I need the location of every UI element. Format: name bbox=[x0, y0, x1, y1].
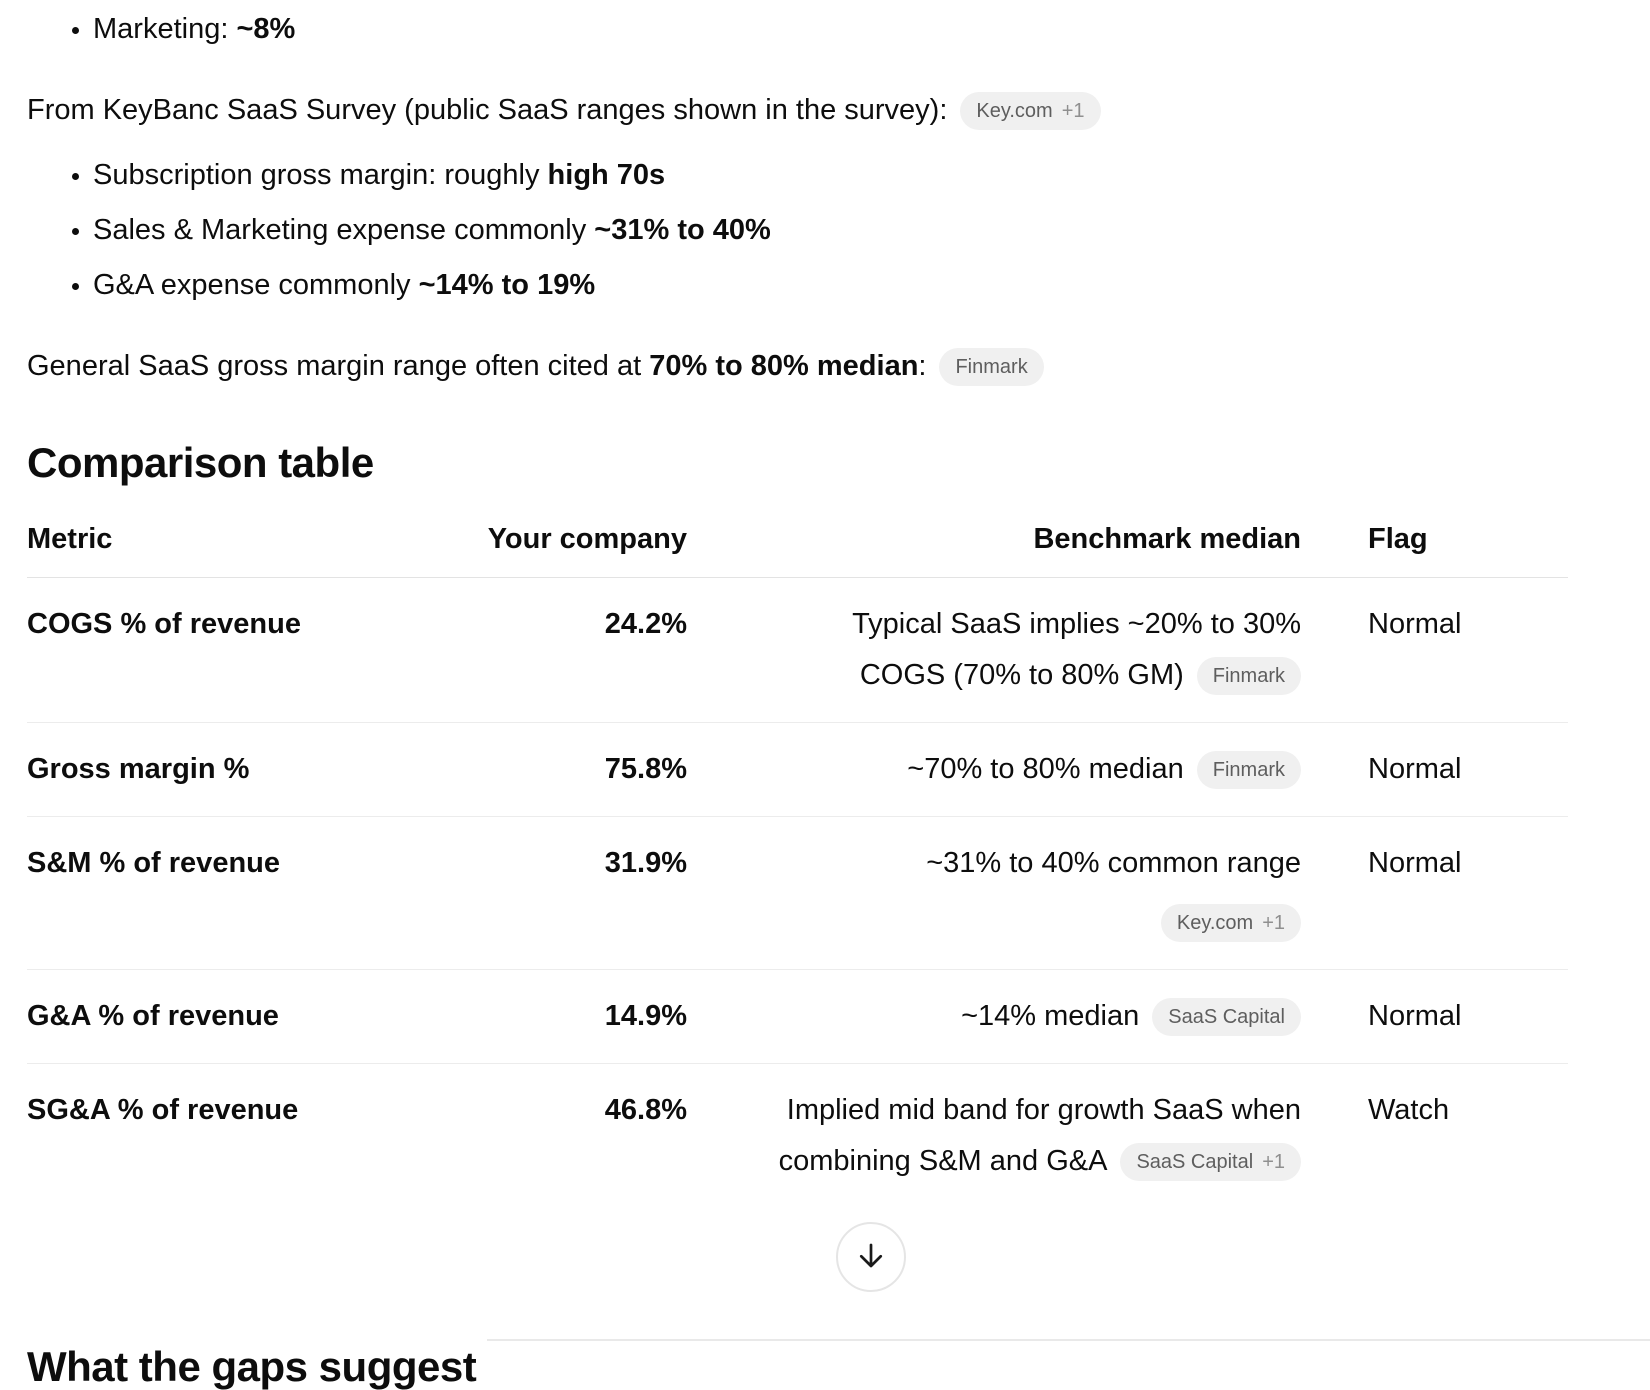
paragraph-text: General SaaS gross margin range often ci… bbox=[27, 350, 650, 382]
column-header-flag: Flag bbox=[1301, 514, 1568, 578]
company-value-cell: 46.8% bbox=[604, 1094, 687, 1126]
benchmark-cell: ~70% to 80% median Finmark bbox=[687, 722, 1301, 817]
bullet-value: ~31% to 40% bbox=[594, 214, 771, 246]
metric-cell: S&M % of revenue bbox=[27, 816, 427, 970]
citation-source: SaaS Capital bbox=[1168, 1006, 1285, 1029]
bullet-value: high 70s bbox=[547, 159, 666, 191]
assistant-message: Marketing: ~8% From KeyBanc SaaS Survey … bbox=[27, 0, 1568, 1208]
list-item: Sales & Marketing expense commonly ~31% … bbox=[93, 205, 1568, 256]
citation-source: Finmark bbox=[1212, 759, 1285, 782]
flag-cell: Normal bbox=[1301, 722, 1568, 817]
citation-source: Finmark bbox=[1212, 665, 1285, 688]
citation-badge[interactable]: Key.com +1 bbox=[1160, 904, 1301, 943]
paragraph-text: : bbox=[918, 350, 927, 382]
column-header-your-company: Your company bbox=[427, 514, 687, 578]
composer-top-divider bbox=[487, 1339, 1650, 1341]
bullet-value: ~8% bbox=[236, 13, 296, 45]
benchmark-cell: ~31% to 40% common range Key.com +1 bbox=[687, 816, 1301, 970]
company-value-cell: 75.8% bbox=[427, 722, 687, 817]
citation-extra-count: +1 bbox=[1262, 912, 1285, 935]
table-row: S&M % of revenue 31.9% ~31% to 40% commo… bbox=[27, 816, 1568, 970]
comparison-table: Metric Your company Benchmark median Fla… bbox=[27, 514, 1568, 1208]
general-range-paragraph: General SaaS gross margin range often ci… bbox=[27, 341, 1568, 392]
citation-badge[interactable]: Finmark bbox=[1196, 657, 1301, 696]
metric-cell: G&A % of revenue bbox=[27, 969, 427, 1064]
citation-source: SaaS Capital bbox=[1136, 1151, 1254, 1174]
keybanc-list: Subscription gross margin: roughly high … bbox=[27, 150, 1568, 311]
table-row: SG&A % of revenue 46.8% Implied mid band… bbox=[27, 1064, 1568, 1209]
table-row: G&A % of revenue 14.9% ~14% median SaaS C… bbox=[27, 969, 1568, 1064]
benchmark-cell: ~14% median SaaS Capital bbox=[687, 969, 1301, 1064]
bullet-text: Subscription gross margin: roughly bbox=[93, 159, 548, 191]
section-title-what-the-gaps-suggest: What the gaps suggest bbox=[27, 1343, 477, 1390]
metric-cell: SG&A % of revenue bbox=[27, 1094, 299, 1126]
company-value-cell: 24.2% bbox=[427, 577, 687, 723]
benchmark-cell: Typical SaaS implies ~20% to 30% COGS (7… bbox=[687, 577, 1301, 723]
flag-cell: Normal bbox=[1301, 577, 1568, 723]
table-row: COGS % of revenue 24.2% Typical SaaS imp… bbox=[27, 577, 1568, 723]
list-item: Subscription gross margin: roughly high … bbox=[93, 150, 1568, 201]
column-header-metric: Metric bbox=[27, 514, 427, 578]
company-value-cell: 31.9% bbox=[427, 816, 687, 970]
bullet-text: G&A expense commonly bbox=[93, 269, 419, 301]
keybanc-paragraph: From KeyBanc SaaS Survey (public SaaS ra… bbox=[27, 85, 1568, 136]
benchmark-text: Implied mid band for growth SaaS when co… bbox=[778, 1094, 1301, 1177]
citation-source: Key.com bbox=[976, 100, 1053, 123]
benchmark-text: ~14% median bbox=[961, 1000, 1140, 1032]
citation-extra-count: +1 bbox=[1262, 1151, 1285, 1174]
flag-cell: Normal bbox=[1301, 816, 1568, 970]
scroll-to-bottom-button[interactable] bbox=[836, 1222, 906, 1292]
citation-badge[interactable]: Finmark bbox=[1196, 751, 1301, 790]
paragraph-text: From KeyBanc SaaS Survey (public SaaS ra… bbox=[27, 94, 948, 126]
section-title-comparison-table: Comparison table bbox=[27, 439, 374, 486]
citation-badge[interactable]: SaaS Capital +1 bbox=[1120, 1143, 1301, 1182]
metric-cell: Gross margin % bbox=[27, 722, 427, 817]
citation-source: Finmark bbox=[955, 356, 1028, 379]
benchmark-text: ~31% to 40% common range bbox=[926, 847, 1301, 879]
arrow-down-icon bbox=[853, 1239, 889, 1275]
flag-cell: Watch bbox=[1368, 1094, 1450, 1126]
list-item: Marketing: ~8% bbox=[93, 4, 1568, 55]
list-item: G&A expense commonly ~14% to 19% bbox=[93, 260, 1568, 311]
flag-cell: Normal bbox=[1301, 969, 1568, 1064]
citation-badge[interactable]: Key.com +1 bbox=[960, 92, 1101, 131]
table-row: Gross margin % 75.8% ~70% to 80% median F… bbox=[27, 722, 1568, 817]
column-header-benchmark-median: Benchmark median bbox=[687, 514, 1301, 578]
benchmark-text: Typical SaaS implies ~20% to 30% COGS (7… bbox=[852, 608, 1301, 691]
paragraph-bold: 70% to 80% median bbox=[649, 350, 919, 382]
citation-source: Key.com bbox=[1176, 912, 1254, 935]
benchmark-text: ~70% to 80% median bbox=[907, 753, 1184, 785]
table-header-row: Metric Your company Benchmark median Fla… bbox=[27, 514, 1568, 578]
citation-badge[interactable]: SaaS Capital bbox=[1152, 998, 1301, 1037]
cost-breakdown-list: Marketing: ~8% bbox=[27, 4, 1568, 55]
bullet-text: Marketing: bbox=[93, 13, 237, 45]
citation-extra-count: +1 bbox=[1061, 100, 1085, 123]
benchmark-cell: Implied mid band for growth SaaS when co… bbox=[687, 1064, 1301, 1209]
company-value-cell: 14.9% bbox=[427, 969, 687, 1064]
bullet-value: ~14% to 19% bbox=[418, 269, 596, 301]
metric-cell: COGS % of revenue bbox=[27, 577, 427, 723]
citation-badge[interactable]: Finmark bbox=[939, 348, 1044, 387]
bullet-text: Sales & Marketing expense commonly bbox=[93, 214, 595, 246]
